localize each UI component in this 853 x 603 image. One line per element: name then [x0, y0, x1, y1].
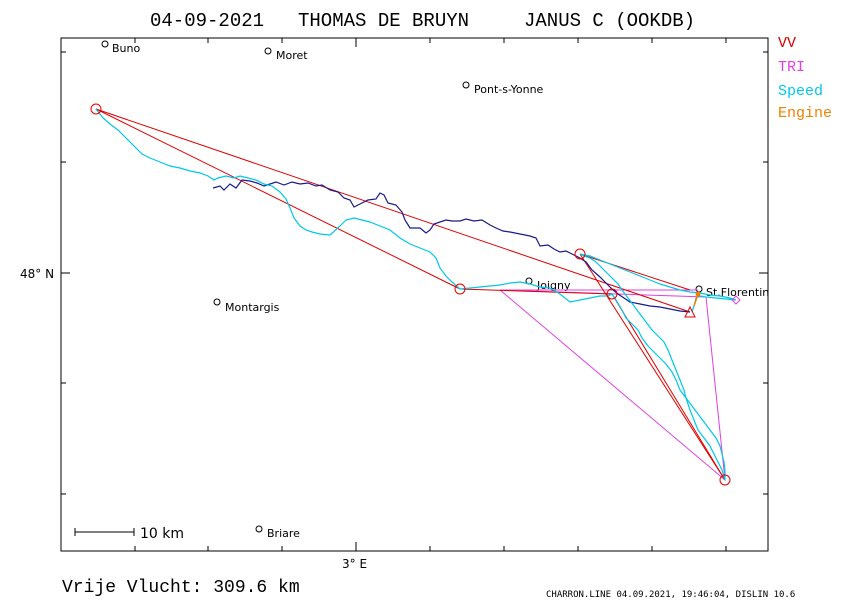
svg-text:Moret: Moret	[276, 49, 308, 62]
svg-text:Pont-s-Yonne: Pont-s-Yonne	[474, 83, 544, 96]
legend-engine: Engine	[778, 105, 832, 122]
legend-speed: Speed	[778, 83, 823, 100]
svg-text:St.Florentin: St.Florentin	[706, 286, 769, 299]
town-pont-s-yonne: Pont-s-Yonne	[462, 81, 544, 96]
town-buno: Buno	[101, 40, 140, 55]
legend-vv: VV	[778, 35, 796, 52]
map-frame	[60, 37, 769, 552]
task-tri-line	[499, 289, 726, 482]
scale-bar: 10 km	[74, 526, 184, 542]
turnpoint-markers	[90, 103, 731, 486]
axis-ticks	[61, 38, 768, 551]
svg-text:Joigny: Joigny	[536, 279, 571, 292]
svg-text:Briare: Briare	[267, 527, 300, 540]
credits: CHARRON.LINE 04.09.2021, 19:46:04, DISLI…	[546, 590, 795, 600]
town-briare: Briare	[255, 525, 300, 540]
legend-tri: TRI	[778, 59, 805, 76]
town-montargis: Montargis	[213, 298, 280, 314]
svg-text:Montargis: Montargis	[225, 301, 280, 314]
glider-name: JANUS C (OOKDB)	[524, 10, 695, 32]
turnpoint-start	[90, 103, 102, 115]
svg-text:Buno: Buno	[112, 42, 140, 55]
towns: Buno Moret Pont-s-Yonne Joigny St.Floren…	[101, 40, 769, 540]
engine-segment	[693, 293, 699, 307]
engine-track	[212, 179, 691, 313]
finish-triangle-marker	[684, 305, 696, 318]
turnpoint-5	[574, 248, 586, 260]
distance-summary: Vrije Vlucht: 309.6 km	[62, 578, 300, 598]
end-diamond-marker	[731, 295, 741, 305]
task-vv-lines	[95, 108, 726, 481]
pilot-name: THOMAS DE BRUYN	[298, 10, 469, 32]
turnpoint-3	[606, 288, 618, 300]
latitude-label: 48° N	[20, 267, 54, 281]
turnpoint-2	[454, 283, 466, 295]
town-moret: Moret	[264, 47, 308, 62]
scale-label: 10 km	[140, 526, 184, 542]
turnpoint-4	[719, 474, 731, 486]
speed-track	[95, 108, 737, 481]
flight-date: 04-09-2021	[150, 10, 264, 32]
longitude-label: 3° E	[342, 557, 367, 571]
